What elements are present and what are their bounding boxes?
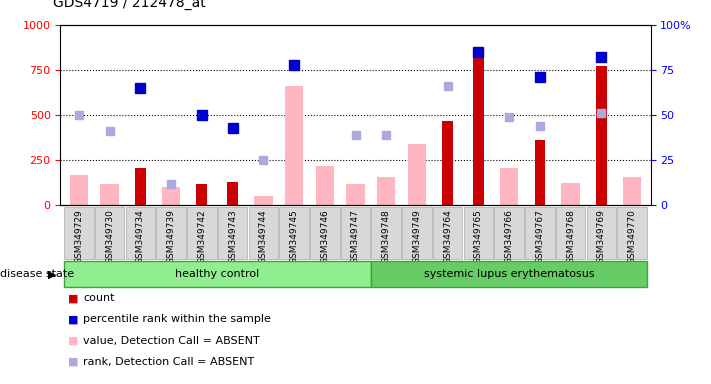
FancyBboxPatch shape <box>64 207 94 259</box>
FancyBboxPatch shape <box>126 207 155 259</box>
Text: GDS4719 / 212478_at: GDS4719 / 212478_at <box>53 0 206 10</box>
Text: GSM349749: GSM349749 <box>412 209 422 264</box>
Text: systemic lupus erythematosus: systemic lupus erythematosus <box>424 269 594 279</box>
Text: GSM349730: GSM349730 <box>105 209 114 264</box>
Text: GSM349748: GSM349748 <box>382 209 391 264</box>
Text: GSM349766: GSM349766 <box>505 209 513 264</box>
FancyBboxPatch shape <box>156 207 186 259</box>
FancyBboxPatch shape <box>433 207 462 259</box>
Text: percentile rank within the sample: percentile rank within the sample <box>83 314 271 324</box>
FancyBboxPatch shape <box>95 207 124 259</box>
Bar <box>562 183 580 205</box>
FancyBboxPatch shape <box>464 207 493 259</box>
FancyBboxPatch shape <box>279 207 309 259</box>
Text: GSM349769: GSM349769 <box>597 209 606 264</box>
Text: GSM349743: GSM349743 <box>228 209 237 264</box>
Bar <box>377 177 395 205</box>
FancyBboxPatch shape <box>63 262 371 287</box>
Bar <box>623 177 641 205</box>
Text: healthy control: healthy control <box>175 269 260 279</box>
Text: ■: ■ <box>68 357 78 367</box>
FancyBboxPatch shape <box>249 207 278 259</box>
Bar <box>473 56 483 205</box>
Text: count: count <box>83 293 114 303</box>
Text: ■: ■ <box>68 336 78 346</box>
Text: rank, Detection Call = ABSENT: rank, Detection Call = ABSENT <box>83 357 255 367</box>
Text: value, Detection Call = ABSENT: value, Detection Call = ABSENT <box>83 336 260 346</box>
Bar <box>228 182 238 205</box>
Text: ▶: ▶ <box>48 269 56 280</box>
Text: ■: ■ <box>68 314 78 324</box>
FancyBboxPatch shape <box>218 207 247 259</box>
Bar <box>196 184 207 205</box>
FancyBboxPatch shape <box>556 207 585 259</box>
Bar <box>135 167 146 205</box>
Text: GSM349765: GSM349765 <box>474 209 483 264</box>
Bar <box>100 184 119 205</box>
Text: GSM349745: GSM349745 <box>289 209 299 264</box>
FancyBboxPatch shape <box>371 262 648 287</box>
FancyBboxPatch shape <box>494 207 524 259</box>
Text: GSM349768: GSM349768 <box>566 209 575 264</box>
Bar <box>70 175 88 205</box>
Text: disease state: disease state <box>0 269 74 280</box>
FancyBboxPatch shape <box>310 207 340 259</box>
Text: GSM349739: GSM349739 <box>166 209 176 264</box>
FancyBboxPatch shape <box>402 207 432 259</box>
Bar <box>596 66 606 205</box>
FancyBboxPatch shape <box>371 207 401 259</box>
FancyBboxPatch shape <box>617 207 647 259</box>
Text: GSM349729: GSM349729 <box>75 209 83 264</box>
Text: GSM349770: GSM349770 <box>628 209 636 264</box>
Bar <box>346 184 365 205</box>
Text: GSM349734: GSM349734 <box>136 209 145 264</box>
Text: GSM349767: GSM349767 <box>535 209 545 264</box>
Bar <box>316 166 334 205</box>
Bar <box>407 144 426 205</box>
FancyBboxPatch shape <box>341 207 370 259</box>
Text: GSM349764: GSM349764 <box>443 209 452 264</box>
Text: ■: ■ <box>68 293 78 303</box>
Bar <box>442 121 453 205</box>
FancyBboxPatch shape <box>187 207 217 259</box>
Text: GSM349742: GSM349742 <box>198 209 206 263</box>
Text: GSM349747: GSM349747 <box>351 209 360 264</box>
Text: GSM349746: GSM349746 <box>320 209 329 264</box>
Bar <box>535 141 545 205</box>
Bar <box>500 169 518 205</box>
FancyBboxPatch shape <box>525 207 555 259</box>
Bar <box>162 187 181 205</box>
Bar <box>254 195 272 205</box>
FancyBboxPatch shape <box>587 207 616 259</box>
Bar <box>285 86 304 205</box>
Text: GSM349744: GSM349744 <box>259 209 268 263</box>
